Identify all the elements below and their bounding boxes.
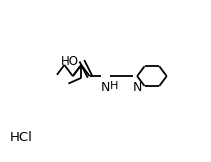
Text: HO: HO: [61, 55, 78, 68]
Text: N: N: [101, 81, 110, 94]
Text: H: H: [110, 81, 119, 91]
Text: HCl: HCl: [10, 131, 32, 144]
Text: N: N: [133, 81, 142, 94]
